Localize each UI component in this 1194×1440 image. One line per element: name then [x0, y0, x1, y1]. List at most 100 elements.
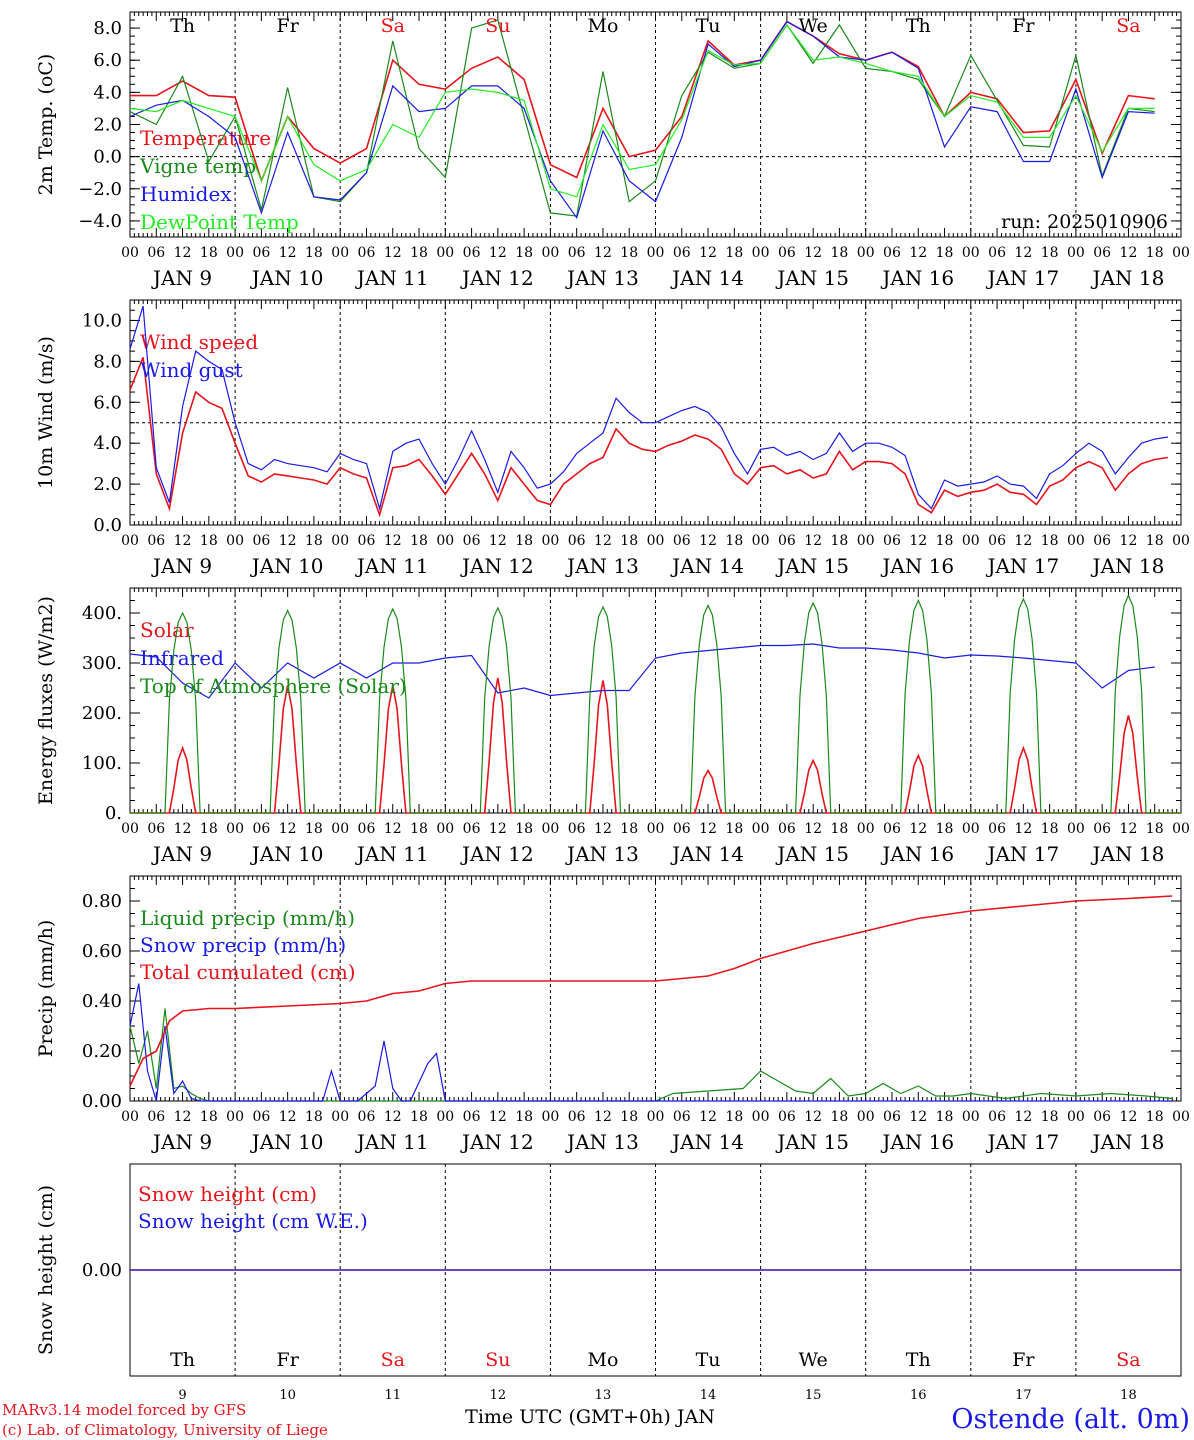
x-tick-label: 12: [594, 1109, 612, 1125]
x-tick-label: 12: [1014, 533, 1032, 549]
date-label: JAN 15: [775, 842, 849, 866]
x-tick-label: 06: [358, 821, 376, 837]
x-tick-label: 06: [1093, 245, 1111, 261]
date-label: JAN 17: [985, 554, 1059, 578]
date-label: JAN 13: [565, 554, 639, 578]
x-tick-label: 00: [226, 821, 244, 837]
x-tick-label: 06: [778, 1109, 796, 1125]
x-tick-label: 00: [436, 533, 454, 549]
x-tick-label: 00: [121, 1109, 139, 1125]
date-label: JAN 12: [460, 842, 534, 866]
y-tick-label: 10.0: [82, 310, 122, 331]
x-tick-label: 00: [962, 245, 980, 261]
x-tick-label: 00: [647, 245, 665, 261]
legend-entry: DewPoint Temp: [140, 210, 299, 234]
series-line-wind-gust: [129, 305, 1168, 511]
weekday-label: Tu: [696, 15, 721, 37]
date-label: JAN 18: [1091, 554, 1165, 578]
x-tick-label: 06: [147, 1109, 165, 1125]
weekday-label: Su: [485, 1349, 510, 1371]
x-tick-label: 06: [988, 533, 1006, 549]
station-label: Ostende (alt. 0m): [951, 1404, 1190, 1435]
x-tick-label: 12: [489, 821, 507, 837]
x-tick-label: 12: [909, 533, 927, 549]
x-tick-label: 18: [410, 533, 428, 549]
x-tick-label: 18: [620, 245, 638, 261]
x-tick-label: 06: [358, 533, 376, 549]
date-label: JAN 10: [250, 842, 324, 866]
x-tick-label: 12: [1120, 245, 1138, 261]
day-number-label: 14: [700, 1388, 717, 1403]
date-label: JAN 9: [151, 266, 212, 290]
x-tick-label: 18: [515, 821, 533, 837]
x-tick-label: 00: [752, 821, 770, 837]
y-axis-label: 10m Wind (m/s): [35, 336, 57, 489]
weekday-label: Th: [170, 15, 195, 37]
x-tick-label: 18: [200, 1109, 218, 1125]
x-tick-label: 18: [936, 1109, 954, 1125]
x-tick-label: 18: [1146, 533, 1164, 549]
weekday-label: We: [799, 1349, 828, 1371]
x-tick-label: 12: [804, 533, 822, 549]
x-tick-label: 06: [988, 1109, 1006, 1125]
x-tick-label: 12: [804, 1109, 822, 1125]
x-tick-label: 06: [147, 245, 165, 261]
weekday-label: Fr: [1012, 15, 1035, 37]
weekday-label: Fr: [1012, 1349, 1035, 1371]
x-tick-label: 12: [384, 821, 402, 837]
x-tick-label: 12: [174, 1109, 192, 1125]
y-tick-label: 0.0: [93, 515, 122, 536]
x-tick-label: 18: [936, 533, 954, 549]
x-tick-label: 06: [568, 245, 586, 261]
x-tick-label: 18: [305, 1109, 323, 1125]
weekday-label: Th: [906, 1349, 931, 1371]
x-tick-label: 12: [174, 821, 192, 837]
panel-frame: [129, 11, 1182, 238]
y-tick-label: 0.00: [82, 1091, 122, 1112]
x-tick-label: 06: [252, 821, 270, 837]
x-tick-label: 18: [725, 821, 743, 837]
x-tick-label: 00: [1067, 533, 1085, 549]
x-tick-label: 06: [883, 245, 901, 261]
y-tick-label: 300.: [82, 653, 122, 674]
day-number-label: 18: [1120, 1388, 1137, 1403]
x-tick-label: 12: [279, 821, 297, 837]
x-tick-label: 00: [1067, 821, 1085, 837]
panel-frame: [129, 587, 1182, 814]
x-tick-label: 00: [436, 245, 454, 261]
date-label: JAN 16: [880, 554, 954, 578]
weekday-label: Fr: [277, 1349, 300, 1371]
date-label: JAN 15: [775, 1130, 849, 1154]
legend-entry: Humidex: [140, 182, 232, 206]
x-tick-label: 00: [331, 245, 349, 261]
y-tick-label: 8.0: [93, 351, 122, 372]
x-tick-label: 18: [305, 533, 323, 549]
panel-4: 0.00 0.20 0.40 0.60 0.80 Precip (mm/h) Liquid …: [35, 875, 1190, 1154]
weekday-label: Th: [906, 15, 931, 37]
credit-line-1: MARv3.14 model forced by GFS: [2, 1401, 246, 1419]
x-tick-label: 00: [1067, 1109, 1085, 1125]
date-label: JAN 11: [355, 266, 429, 290]
y-axis-label: 2m Temp. (oC): [35, 54, 57, 196]
x-tick-label: 18: [831, 821, 849, 837]
x-tick-label: 06: [463, 533, 481, 549]
date-label: JAN 14: [670, 842, 744, 866]
x-tick-label: 00: [1172, 821, 1190, 837]
day-number-label: 17: [1015, 1388, 1032, 1403]
x-tick-label: 06: [568, 1109, 586, 1125]
date-label: JAN 16: [880, 1130, 954, 1154]
x-tick-label: 18: [1041, 1109, 1059, 1125]
x-tick-label: 00: [541, 533, 559, 549]
x-tick-label: 00: [541, 821, 559, 837]
x-tick-label: 12: [699, 533, 717, 549]
legend-entry: Vigne temp: [139, 154, 256, 178]
date-label: JAN 14: [670, 266, 744, 290]
x-tick-label: 00: [226, 1109, 244, 1125]
series-line-total-cumulated-cm-: [129, 895, 1173, 1087]
x-tick-label: 18: [620, 821, 638, 837]
panel-3: 0. 100. 200. 300. 400. Energy fluxes (W/m2) So…: [35, 587, 1190, 866]
date-label: JAN 13: [565, 266, 639, 290]
x-tick-label: 00: [1067, 245, 1085, 261]
date-label: JAN 12: [460, 1130, 534, 1154]
x-tick-label: 18: [1041, 821, 1059, 837]
